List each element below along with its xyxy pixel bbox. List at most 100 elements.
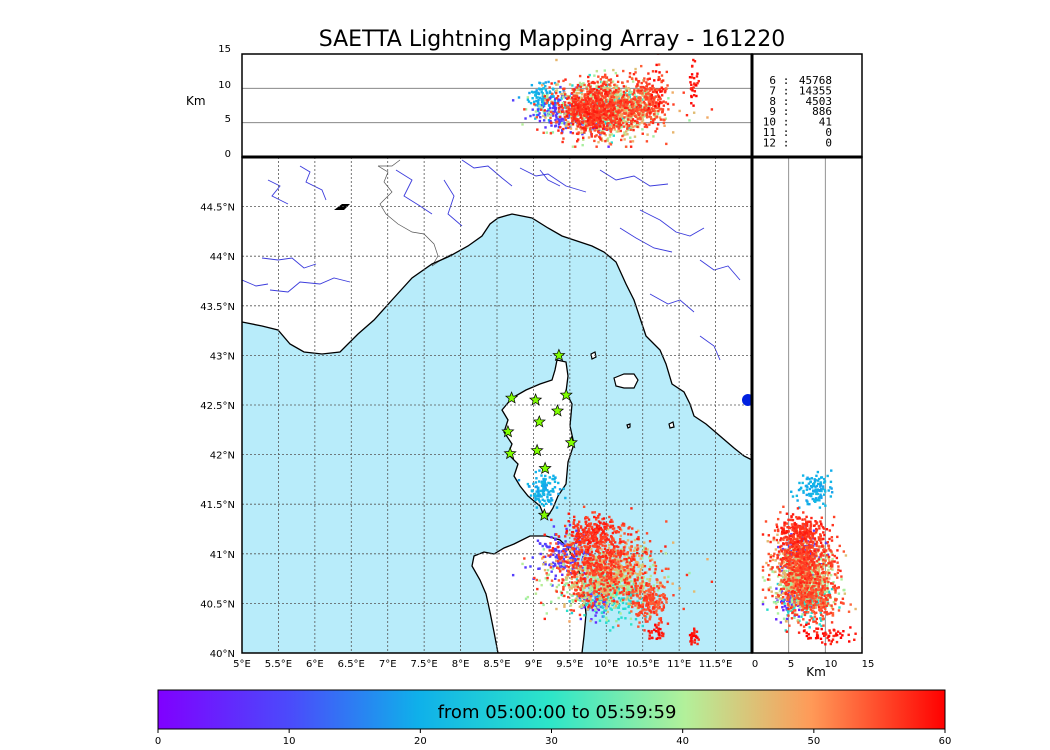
side-point	[805, 499, 808, 502]
altitude-point	[536, 96, 539, 99]
altitude-point	[561, 101, 565, 105]
lightning-point	[580, 604, 583, 607]
altitude-point	[610, 100, 614, 103]
lightning-point	[608, 559, 611, 563]
altitude-point	[524, 108, 528, 111]
lightning-point	[630, 557, 634, 561]
altitude-point	[645, 125, 649, 129]
lightning-point	[605, 537, 608, 540]
lightning-point	[586, 524, 589, 528]
altitude-point	[557, 115, 561, 119]
lightning-point	[561, 560, 565, 563]
lightning-point	[552, 490, 555, 493]
altitude-point	[567, 109, 571, 112]
lightning-point	[551, 553, 555, 556]
lightning-point	[652, 601, 655, 604]
lightning-point	[614, 575, 617, 578]
altitude-point	[573, 88, 576, 91]
altitude-point	[576, 86, 579, 89]
lightning-point	[657, 623, 660, 627]
altitude-point	[579, 113, 583, 117]
altitude-point	[593, 101, 597, 104]
altitude-point	[541, 92, 544, 95]
lightning-point	[578, 553, 581, 556]
lightning-point	[649, 588, 652, 591]
lightning-point	[595, 561, 599, 565]
altitude-point	[635, 100, 639, 104]
lightning-point	[639, 545, 642, 548]
lightning-point	[664, 545, 667, 548]
altitude-point	[568, 114, 571, 117]
altitude-point	[648, 108, 651, 112]
altitude-point	[611, 124, 614, 128]
altitude-point	[612, 86, 616, 90]
altitude-point	[660, 90, 664, 93]
lightning-point	[614, 595, 617, 598]
lightning-point	[548, 549, 551, 552]
lightning-point	[610, 597, 613, 601]
lightning-point	[620, 586, 624, 589]
altitude-point	[615, 114, 618, 118]
lightning-point	[648, 618, 651, 621]
lightning-point	[624, 617, 627, 620]
lightning-point	[573, 581, 577, 584]
side-point	[829, 495, 833, 498]
lightning-point	[555, 533, 558, 536]
lightning-point	[539, 542, 542, 545]
lightning-point	[632, 558, 635, 561]
lightning-point	[567, 543, 571, 547]
altitude-point	[575, 108, 579, 111]
altitude-point	[672, 103, 675, 106]
altitude-point	[561, 106, 565, 110]
lightning-point	[658, 594, 662, 598]
lightning-point	[545, 572, 548, 575]
lightning-point	[531, 556, 534, 559]
altitude-point	[562, 137, 565, 140]
altitude-point	[542, 101, 545, 104]
lightning-point	[578, 543, 581, 546]
lightning-point	[631, 527, 634, 530]
lightning-point	[625, 577, 629, 580]
altitude-point	[646, 96, 649, 99]
altitude-point	[625, 92, 629, 96]
lightning-point	[580, 584, 583, 588]
lightning-point	[609, 549, 613, 552]
altitude-point	[593, 87, 596, 91]
lightning-point	[612, 606, 616, 609]
altitude-point	[616, 86, 619, 90]
altitude-point	[548, 104, 551, 108]
lightning-point	[609, 564, 613, 568]
lightning-point	[577, 529, 580, 532]
altitude-point	[690, 76, 694, 79]
lightning-point	[638, 573, 642, 576]
altitude-point	[603, 104, 606, 107]
lightning-point	[616, 549, 619, 552]
lightning-point	[534, 498, 537, 502]
lightning-point	[653, 628, 656, 632]
side-point	[819, 493, 822, 496]
altitude-point	[625, 98, 629, 102]
lightning-point	[578, 596, 582, 600]
side-point	[806, 540, 809, 543]
lightning-point	[596, 548, 599, 552]
lightning-point	[569, 585, 573, 589]
altitude-point	[585, 124, 588, 127]
altitude-point	[535, 89, 538, 92]
lightning-point	[637, 588, 640, 591]
lightning-point	[598, 552, 601, 555]
side-panel: 0 5 10 15 Km	[751, 156, 874, 679]
lightning-point	[559, 557, 562, 561]
lightning-point	[608, 561, 611, 565]
altitude-point	[649, 117, 653, 120]
lightning-point	[534, 496, 537, 500]
altitude-point	[614, 101, 617, 104]
lightning-point	[607, 568, 611, 571]
altitude-point	[639, 85, 642, 89]
lightning-point	[606, 524, 609, 527]
altitude-point	[641, 117, 644, 121]
altitude-point	[655, 89, 659, 92]
lightning-point	[615, 619, 618, 623]
altitude-point	[643, 91, 646, 95]
lightning-point	[621, 567, 625, 570]
altitude-point	[596, 97, 600, 100]
